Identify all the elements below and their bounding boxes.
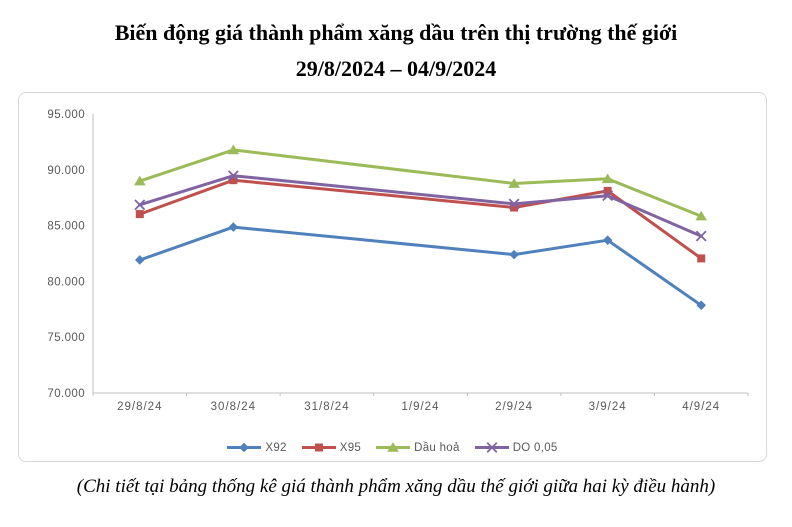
series-marker-triangle-icon <box>387 442 399 452</box>
legend-item-Dầu hoả: Dầu hoả <box>376 441 460 454</box>
x-tick-label: 30/8/24 <box>211 401 256 413</box>
series-marker-square-icon <box>135 210 144 219</box>
y-tick-label: 95.000 <box>47 109 85 121</box>
chart-title-line2: 29/8/2024 – 04/9/2024 <box>295 56 497 81</box>
x-tick-label: 2/9/24 <box>495 401 533 413</box>
x-tick-label: 29/8/24 <box>117 401 162 413</box>
chart-legend: X92 X95 Dầu hoả DO 0,05 <box>19 441 766 454</box>
series-marker-diamond-icon <box>509 249 519 260</box>
chart-title: Biến động giá thành phẩm xăng dầu trên t… <box>0 20 792 82</box>
legend-label: X92 <box>265 441 287 454</box>
y-tick-label: 85.000 <box>47 221 85 233</box>
x-tick-label: 1/9/24 <box>402 401 440 413</box>
series-marker-x-icon <box>695 230 707 242</box>
footer-note: (Chi tiết tại bảng thống kê giá thành ph… <box>76 476 716 497</box>
legend-item-X92: X92 <box>227 441 286 454</box>
legend-marker-square-icon <box>301 443 336 452</box>
chart-title-line1: Biến động giá thành phẩm xăng dầu trên t… <box>114 20 678 45</box>
legend-item-DO 0,05: DO 0,05 <box>474 441 558 454</box>
line-chart-svg: 95.000 90.000 85.000 80.000 75.000 70.000 29/8… <box>47 109 749 413</box>
legend-marker-triangle-icon <box>376 442 411 452</box>
y-tick-label: 75.000 <box>47 332 85 344</box>
series-marker-diamond-icon <box>228 222 239 232</box>
series-marker-diamond-icon <box>602 235 613 246</box>
x-tick-label: 3/9/24 <box>589 401 627 413</box>
y-tick-label: 70.000 <box>47 388 85 400</box>
series-marker-square-icon <box>697 254 706 263</box>
series-marker-diamond-icon <box>134 255 145 265</box>
series-marker-diamond-icon <box>696 300 707 311</box>
series-marker-x-icon <box>602 190 614 202</box>
series-marker-diamond-icon <box>239 442 250 453</box>
y-tick-label: 80.000 <box>47 276 85 288</box>
series-marker-square-icon <box>603 186 612 195</box>
series-marker-triangle-icon <box>227 144 240 155</box>
legend-label: DO 0,05 <box>512 441 558 454</box>
series-marker-x-icon <box>508 198 520 210</box>
series-marker-square-icon <box>314 443 323 452</box>
legend-marker-diamond-icon <box>227 442 262 453</box>
x-tick-label: 4/9/24 <box>682 401 720 413</box>
series-marker-square-icon <box>229 176 238 185</box>
series-marker-triangle-icon <box>508 178 520 188</box>
x-tick-label: 31/8/24 <box>304 401 349 413</box>
legend-label: Dầu hoả <box>414 441 460 454</box>
series-marker-x-icon <box>227 170 239 182</box>
series-marker-x-icon <box>134 199 146 211</box>
series-marker-triangle-icon <box>695 210 708 221</box>
y-tick-label: 90.000 <box>47 165 85 177</box>
legend-item-X95: X95 <box>301 441 362 454</box>
series-marker-square-icon <box>510 203 519 212</box>
series-marker-triangle-icon <box>133 175 146 186</box>
series-line-X92 <box>138 225 703 307</box>
legend-marker-x-icon <box>474 442 509 453</box>
legend-label: X95 <box>339 441 362 454</box>
series-marker-triangle-icon <box>601 173 614 184</box>
series-marker-x-icon <box>486 442 498 453</box>
chart-panel: 95.000 90.000 85.000 80.000 75.000 70.000 29/8… <box>18 92 767 462</box>
